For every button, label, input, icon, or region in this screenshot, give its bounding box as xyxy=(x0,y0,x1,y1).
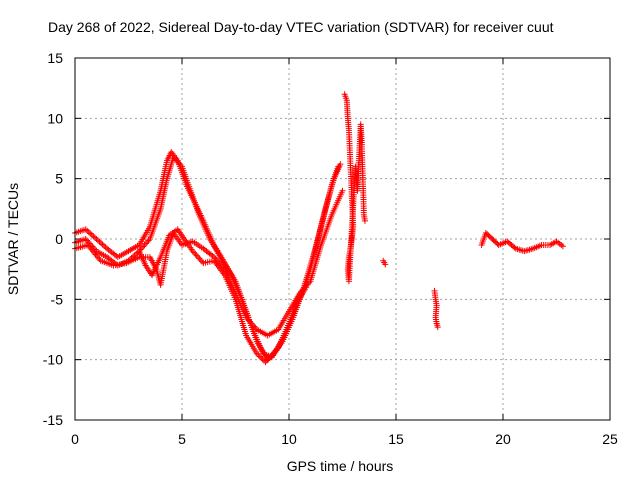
y-tick-label: -5 xyxy=(51,291,64,307)
data-point xyxy=(559,243,566,250)
data-point xyxy=(84,227,91,234)
x-tick-label: 25 xyxy=(602,431,618,447)
data-point xyxy=(265,356,272,363)
y-tick-label: 5 xyxy=(55,171,63,187)
data-point xyxy=(253,350,260,357)
y-tick-label: -10 xyxy=(43,352,63,368)
y-tick-label: 10 xyxy=(47,110,63,126)
chart-title: Day 268 of 2022, Sidereal Day-to-day VTE… xyxy=(48,19,554,35)
x-tick-label: 15 xyxy=(388,431,404,447)
data-point xyxy=(140,243,147,250)
data-point xyxy=(303,284,310,291)
x-axis-label: GPS time / hours xyxy=(287,458,394,474)
data-points xyxy=(72,91,566,366)
data-point xyxy=(88,231,95,238)
data-point xyxy=(199,258,206,265)
x-tick-label: 5 xyxy=(178,431,186,447)
data-point xyxy=(269,352,276,359)
y-tick-label: -15 xyxy=(43,412,63,428)
data-point xyxy=(97,240,104,247)
data-point xyxy=(262,359,269,366)
data-point xyxy=(96,238,103,245)
data-point xyxy=(93,236,100,242)
data-point xyxy=(382,261,389,268)
data-point xyxy=(258,354,265,361)
series-burst-13h xyxy=(341,91,368,285)
data-point xyxy=(511,244,518,251)
data-point xyxy=(94,237,101,244)
data-point xyxy=(91,234,98,241)
data-point xyxy=(361,217,368,224)
x-tick-label: 10 xyxy=(281,431,297,447)
x-tick-label: 20 xyxy=(495,431,511,447)
data-point xyxy=(266,354,273,361)
y-axis-label: SDTVAR / TECUs xyxy=(5,183,21,295)
data-point xyxy=(84,237,91,244)
series-track-b xyxy=(72,153,344,361)
series-track-c xyxy=(72,187,346,339)
data-point xyxy=(255,352,262,359)
data-point xyxy=(256,353,263,360)
series-track-a xyxy=(72,149,342,363)
data-point xyxy=(87,230,94,237)
data-point xyxy=(434,324,441,331)
series-fragment-17h xyxy=(431,287,441,331)
data-point xyxy=(263,357,270,364)
data-point xyxy=(99,241,106,248)
y-tick-label: 0 xyxy=(55,231,63,247)
data-point xyxy=(133,250,140,257)
data-point xyxy=(339,187,346,194)
data-point xyxy=(259,356,266,363)
plot-frame xyxy=(74,57,611,421)
data-point xyxy=(101,242,108,249)
y-tick-label: 15 xyxy=(47,50,63,66)
data-point xyxy=(193,252,200,259)
data-point xyxy=(192,251,199,258)
data-point xyxy=(196,255,203,262)
series-track-d xyxy=(136,226,310,366)
series-fragment-14h xyxy=(380,257,389,268)
series-evening-cluster xyxy=(478,229,566,255)
x-tick-label: 0 xyxy=(71,431,79,447)
data-point xyxy=(337,161,344,168)
data-point xyxy=(90,233,97,240)
grid xyxy=(75,58,610,420)
data-point xyxy=(268,353,275,360)
data-point xyxy=(195,254,202,261)
